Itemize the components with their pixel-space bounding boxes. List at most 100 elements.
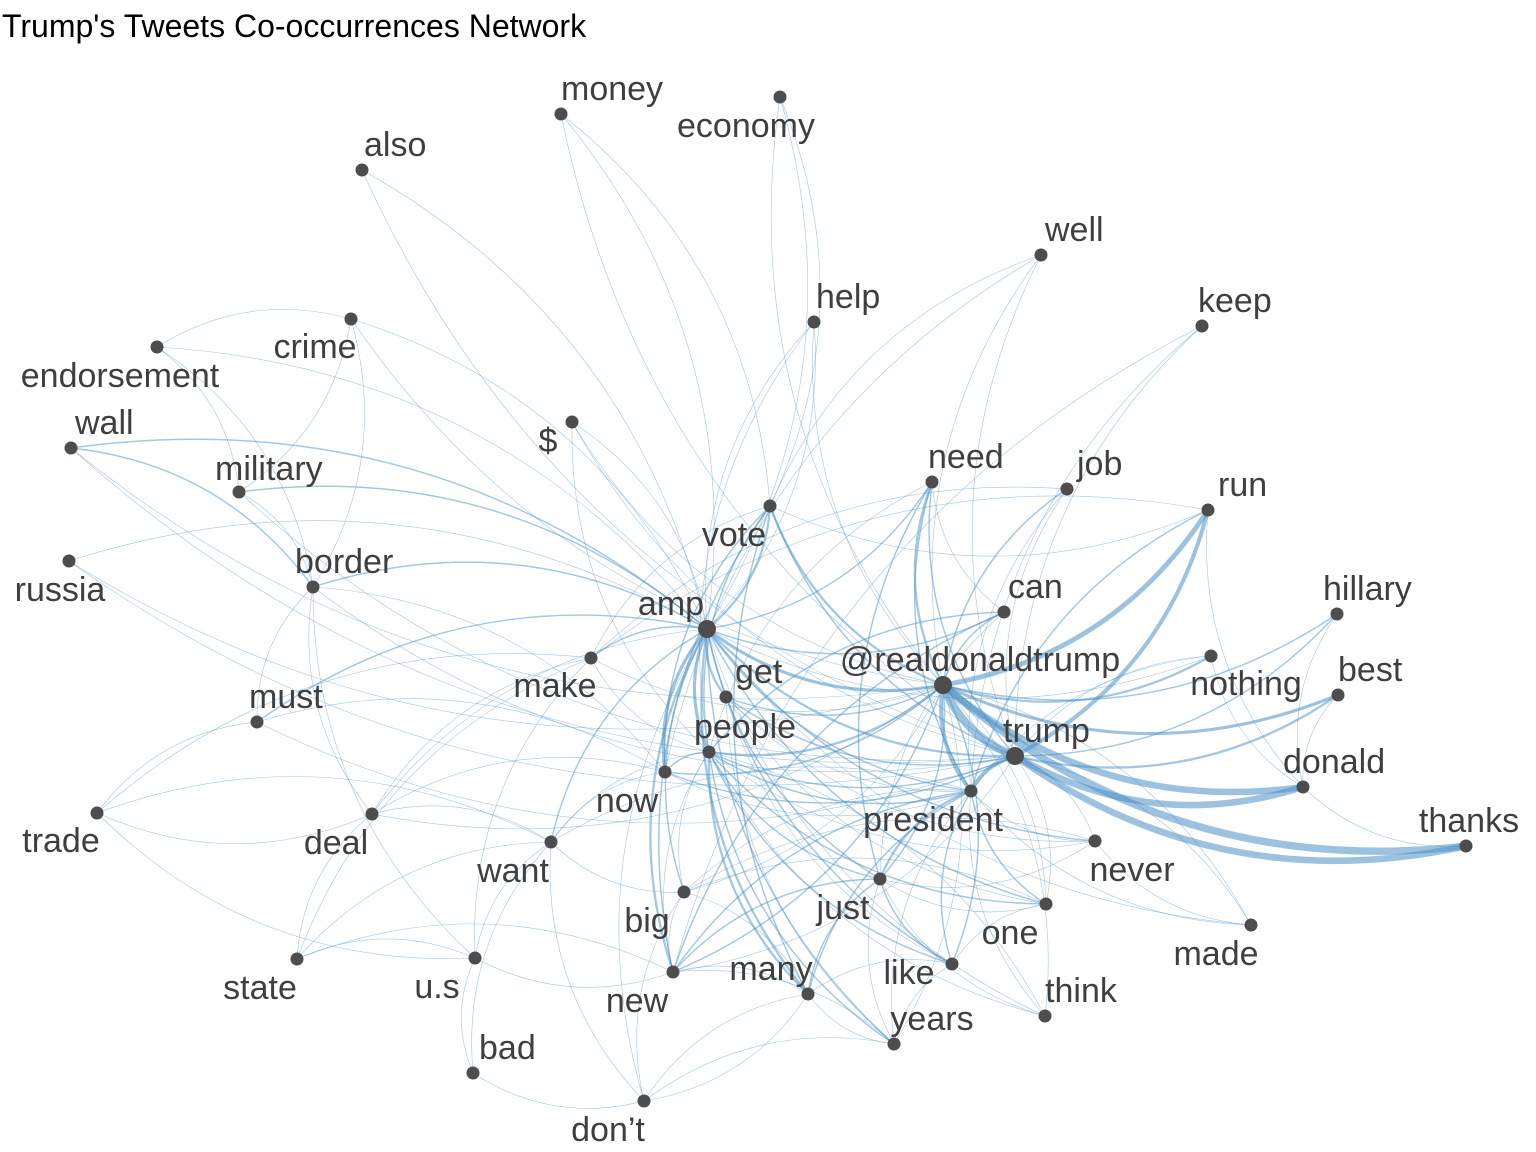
edge-president-new [672,790,972,973]
node-label-president: president [863,801,1003,839]
node-label-new: new [606,982,669,1020]
edge-need-president [914,481,972,792]
edge-amp-dont [618,628,708,1102]
edge-job-make [590,486,1068,659]
edge-amp-want [550,628,708,843]
edge-deal-realdonaldtrump [371,684,944,830]
edge-now-must [256,698,666,773]
node-label-run: run [1218,466,1267,504]
edge-like-many [807,959,953,995]
node-label-now: now [596,782,659,820]
node-label-keep: keep [1198,282,1272,320]
edge-people-just [708,751,881,880]
edge-amp-one [706,628,1047,905]
edge-get-one [725,696,1047,905]
edge-get-president [725,696,972,792]
node-like [945,957,959,971]
edge-want-bad [471,841,552,1074]
edge-vote-now [663,505,771,773]
edge-now-deal [371,757,666,815]
edge-bad-dont [472,1072,645,1109]
node-economy [773,90,787,104]
labels-layer: money economy also well help keep crime endorse… [15,70,1519,1149]
edge-well-realdonaldtrump [931,254,1042,686]
edge-amp-endorsement [156,346,708,630]
edge-us-new [474,957,674,988]
edge-border-us [312,586,476,959]
edge-realdonaldtrump-best [942,683,1339,736]
node-label-one: one [982,914,1039,952]
node-label-best: best [1338,651,1403,689]
edge-trump-hillary [1014,613,1338,757]
node-need [925,475,939,489]
node-realdonaldtrump [934,676,952,694]
node-also [355,163,369,177]
edge-many-big [683,891,809,995]
edge-people-want [550,751,710,843]
edge-like-years [893,963,953,1045]
edge-amp-crime [350,318,708,630]
edge-president-one [970,790,1047,905]
edge-border-deal [308,586,373,815]
edge-job-president [968,488,1068,792]
edge-need-can [931,481,1005,613]
edge-border-military [238,491,314,588]
edge-amp-never [706,628,1096,842]
edge-amp-also [361,169,708,630]
edge-amp-vote [706,505,772,630]
edge-president-like [940,790,972,965]
edge-get-like [725,696,953,965]
edge-dollar-people [571,421,710,753]
edge-now-president [664,771,972,817]
node-can [997,605,1011,619]
node-label-crime: crime [273,328,356,366]
edge-years-realdonaldtrump [893,684,963,1045]
node-label-want: want [476,852,549,890]
edge-trade-deal [96,812,373,845]
edge-amp-many [700,628,809,995]
edge-people-big [678,751,710,893]
edge-job-trump [1005,488,1068,757]
node-label-people: people [694,708,796,746]
edge-get-realdonaldtrump [725,684,944,716]
edge-trump-best [1014,694,1339,769]
edge-never-made [1094,840,1252,926]
node-big [677,885,691,899]
edge-amp-money [560,113,715,630]
edge-big-realdonaldtrump [683,684,944,893]
edge-also-trump [361,169,1016,757]
edge-people-never [708,751,1096,851]
edge-dont-many [643,993,809,1102]
edge-one-realdonaldtrump [942,684,1047,905]
edge-hillary-donald [1296,613,1338,788]
edge-one-trump [1014,755,1051,905]
node-label-hillary: hillary [1323,570,1412,608]
node-best [1331,688,1345,702]
node-label-donald: donald [1283,743,1385,781]
node-amp [698,620,716,638]
edge-realdonaldtrump-thanks [940,682,1467,855]
edge-many-dont [643,993,809,1102]
edge-trump-thanks [1013,753,1467,865]
edge-nothing-president [970,655,1212,792]
edge-amp-big [664,628,708,893]
edge-best-donald [1302,694,1339,788]
edge-border-trump [312,586,1016,773]
node-label-border: border [295,543,393,581]
node-label-can: can [1008,568,1063,606]
node-label-vote: vote [702,516,766,554]
edge-trump-run [1014,509,1210,758]
edge-vote-run [769,505,1209,557]
edge-amp-nothing [706,628,1212,699]
edge-make-realdonaldtrump [590,657,944,712]
edge-people-realdonaldtrump [708,684,944,757]
edge-amp-must [256,614,708,723]
edge-think-people [708,751,1046,1017]
edge-president-years [891,790,972,1045]
edge-us-bad [461,957,476,1074]
node-dont [637,1094,651,1108]
edge-just-new [672,878,881,973]
edge-must-trump [256,721,1016,824]
node-hillary [1330,607,1344,621]
